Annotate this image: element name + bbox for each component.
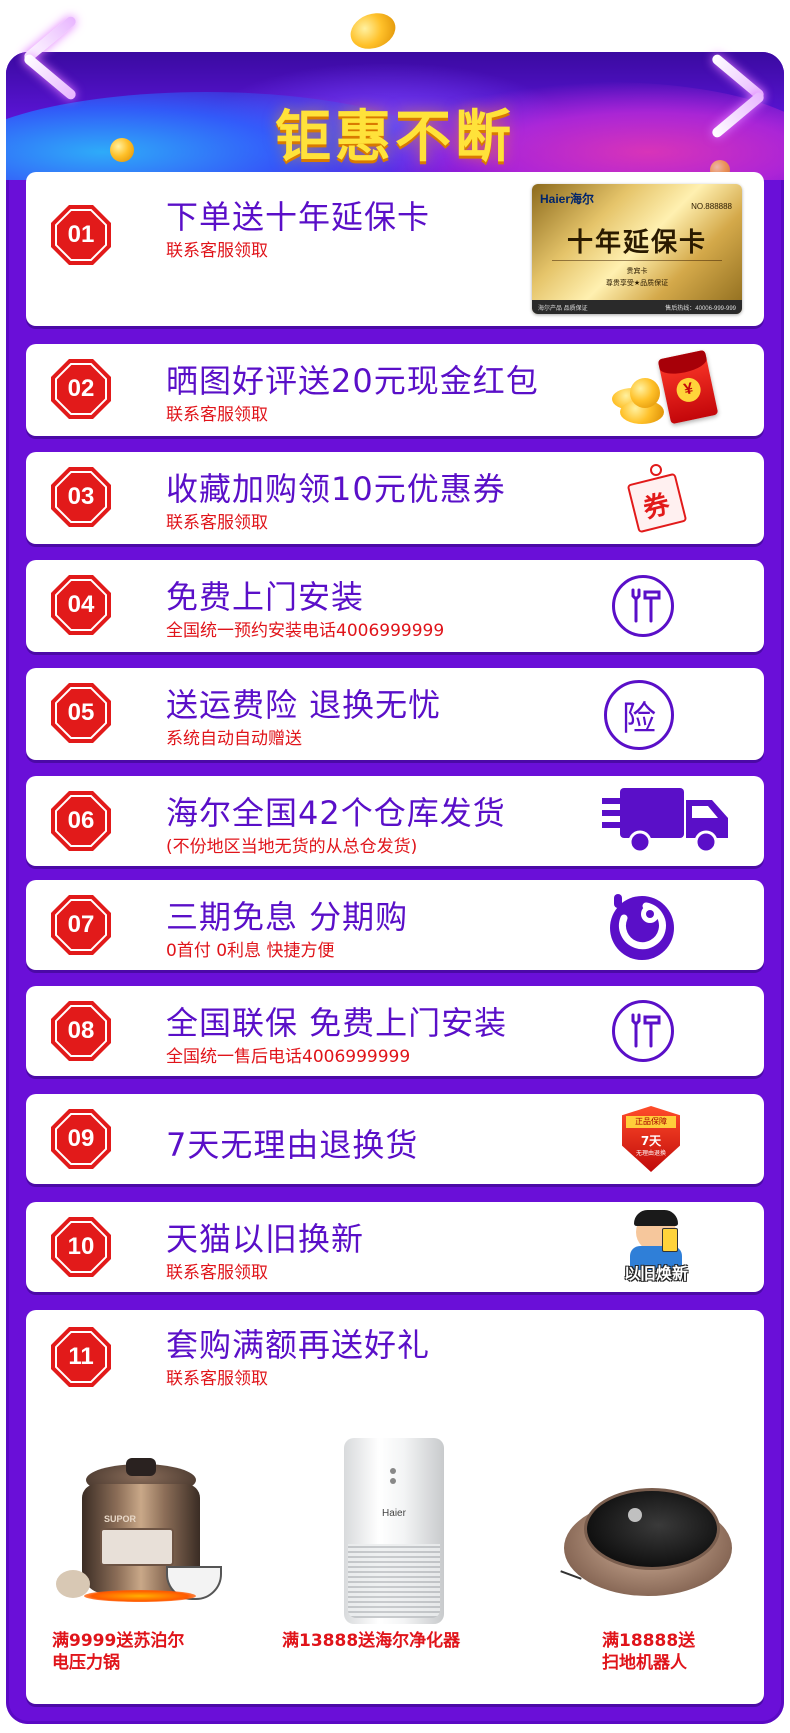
benefit-card-04: 04 免费上门安装 全国统一预约安装电话4006999999 — [26, 560, 764, 652]
gift-label-2: 满13888送海尔净化器 — [282, 1631, 461, 1651]
benefit-title: 天猫以旧换新 — [166, 1220, 365, 1258]
benefit-title: 海尔全国42个仓库发货 — [166, 794, 506, 832]
benefit-card-10: 10 天猫以旧换新 联系客服领取 以旧焕新 — [26, 1202, 764, 1292]
benefit-subtitle: 全国统一售后电话4006999999 — [166, 1047, 411, 1067]
header-title: 钜惠不断 — [275, 105, 515, 170]
benefit-title: 收藏加购领10元优惠券 — [166, 470, 506, 508]
benefit-title: 7天无理由退换货 — [166, 1126, 419, 1164]
benefit-card-05: 05 送运费险 退换无忧 系统自动自动赠送 险 — [26, 668, 764, 760]
red-envelope-coins-icon: ¥ — [602, 348, 742, 432]
benefit-number-badge: 08 — [57, 1007, 105, 1055]
benefit-card-02: 02 晒图好评送20元现金红包 联系客服领取 ¥ — [26, 344, 764, 436]
benefit-number-badge: 04 — [57, 581, 105, 629]
benefit-subtitle: 联系客服领取 — [166, 405, 268, 425]
benefit-number-badge: 06 — [57, 797, 105, 845]
benefit-card-08: 08 全国联保 免费上门安装 全国统一售后电话4006999999 — [26, 986, 764, 1076]
benefit-title: 下单送十年延保卡 — [166, 198, 431, 236]
installment-icon — [604, 888, 680, 964]
benefit-number-badge: 09 — [57, 1115, 105, 1163]
benefit-number-badge: 10 — [57, 1223, 105, 1271]
coin-decoration-icon — [110, 138, 134, 162]
benefit-title: 三期免息 分期购 — [166, 898, 409, 936]
pressure-cooker-image: SUPOR — [56, 1458, 226, 1618]
benefit-card-03: 03 收藏加购领10元优惠券 联系客服领取 券 — [26, 452, 764, 544]
benefit-subtitle: 系统自动自动赠送 — [166, 729, 302, 749]
benefit-title: 免费上门安装 — [166, 578, 365, 616]
warranty-card-image: Haier海尔 NO.888888 十年延保卡 贵宾卡 尊贵享受★品质保证 海尔… — [532, 184, 742, 314]
benefit-subtitle: 联系客服领取 — [166, 1369, 268, 1389]
tools-icon — [612, 575, 674, 637]
benefit-number-badge: 01 — [57, 211, 105, 259]
benefit-subtitle: 联系客服领取 — [166, 1263, 268, 1283]
benefit-number-badge: 03 — [57, 473, 105, 521]
gift-label-3: 满18888送 扫地机器人 — [602, 1631, 696, 1673]
benefit-title: 全国联保 免费上门安装 — [166, 1004, 508, 1042]
return-shield-icon: 正品保障 7天 无理由退换 — [622, 1106, 680, 1172]
benefit-card-09: 09 7天无理由退换货 正品保障 7天 无理由退换 — [26, 1094, 764, 1184]
trade-in-icon: 以旧焕新 — [614, 1208, 698, 1288]
benefit-title: 送运费险 退换无忧 — [166, 686, 442, 724]
insurance-icon: 险 — [604, 680, 674, 750]
benefit-subtitle: 联系客服领取 — [166, 513, 268, 533]
gift-label-1: 满9999送苏泊尔 电压力锅 — [52, 1631, 185, 1673]
benefit-number-badge: 05 — [57, 689, 105, 737]
coupon-tag-icon: 券 — [624, 464, 688, 534]
benefit-subtitle: 联系客服领取 — [166, 241, 268, 261]
coin-decoration-icon — [345, 7, 401, 55]
benefit-number-badge: 07 — [57, 901, 105, 949]
tools-icon — [612, 1000, 674, 1062]
truck-icon — [600, 786, 734, 856]
robot-vacuum-image — [560, 1478, 736, 1604]
benefit-card-11: 11 套购满额再送好礼 联系客服领取 SUPOR 满9999送苏泊尔 电压力锅 … — [26, 1310, 764, 1704]
benefit-subtitle: 0首付 0利息 快捷方便 — [166, 941, 335, 961]
air-purifier-image: Haier — [344, 1438, 444, 1624]
benefit-card-06: 06 海尔全国42个仓库发货 (不份地区当地无货的从总仓发货) — [26, 776, 764, 866]
benefit-subtitle: 全国统一预约安装电话4006999999 — [166, 621, 445, 641]
benefit-subtitle: (不份地区当地无货的从总仓发货) — [166, 837, 418, 857]
benefit-title: 晒图好评送20元现金红包 — [166, 362, 539, 400]
benefit-card-07: 07 三期免息 分期购 0首付 0利息 快捷方便 — [26, 880, 764, 970]
benefit-number-badge: 02 — [57, 365, 105, 413]
benefit-number-badge: 11 — [57, 1333, 105, 1381]
header-banner: 钜惠不断 — [6, 52, 784, 180]
benefit-card-01: 01 下单送十年延保卡 联系客服领取 Haier海尔 NO.888888 十年延… — [26, 172, 764, 326]
benefit-title: 套购满额再送好礼 — [166, 1326, 431, 1364]
